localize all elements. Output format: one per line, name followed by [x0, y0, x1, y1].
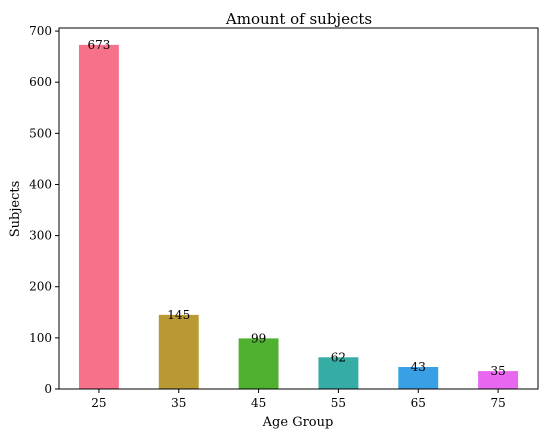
- x-axis-label: Age Group: [262, 415, 334, 430]
- bar-35: [158, 314, 199, 389]
- bar-75: [478, 371, 519, 389]
- chart-title: Amount of subjects: [225, 10, 372, 28]
- data-label: 62: [331, 350, 346, 364]
- bar-45: [238, 338, 279, 389]
- x-tick-label: 55: [331, 396, 346, 410]
- bar-25: [78, 44, 119, 390]
- x-tick-label: 35: [171, 396, 186, 410]
- x-tick-label: 75: [490, 396, 505, 410]
- y-axis-label: Subjects: [8, 181, 23, 238]
- plot-frame: [58, 27, 539, 390]
- data-label: 145: [167, 308, 190, 322]
- x-tick-label: 45: [251, 396, 266, 410]
- bar-55: [318, 357, 359, 389]
- y-tick-label: 100: [29, 331, 52, 345]
- y-tick-label: 600: [29, 75, 52, 89]
- bar-65: [398, 367, 439, 389]
- y-tick-label: 300: [29, 229, 52, 243]
- y-tick-label: 400: [29, 177, 52, 191]
- y-tick-label: 500: [29, 126, 52, 140]
- y-tick-label: 700: [29, 24, 52, 38]
- x-tick-label: 65: [411, 396, 426, 410]
- data-label: 43: [411, 360, 426, 374]
- data-label: 99: [251, 331, 266, 345]
- data-label: 673: [87, 38, 110, 52]
- y-tick-label: 200: [29, 280, 52, 294]
- x-tick-label: 25: [91, 396, 106, 410]
- y-tick-label: 0: [44, 382, 52, 396]
- data-label: 35: [490, 364, 505, 378]
